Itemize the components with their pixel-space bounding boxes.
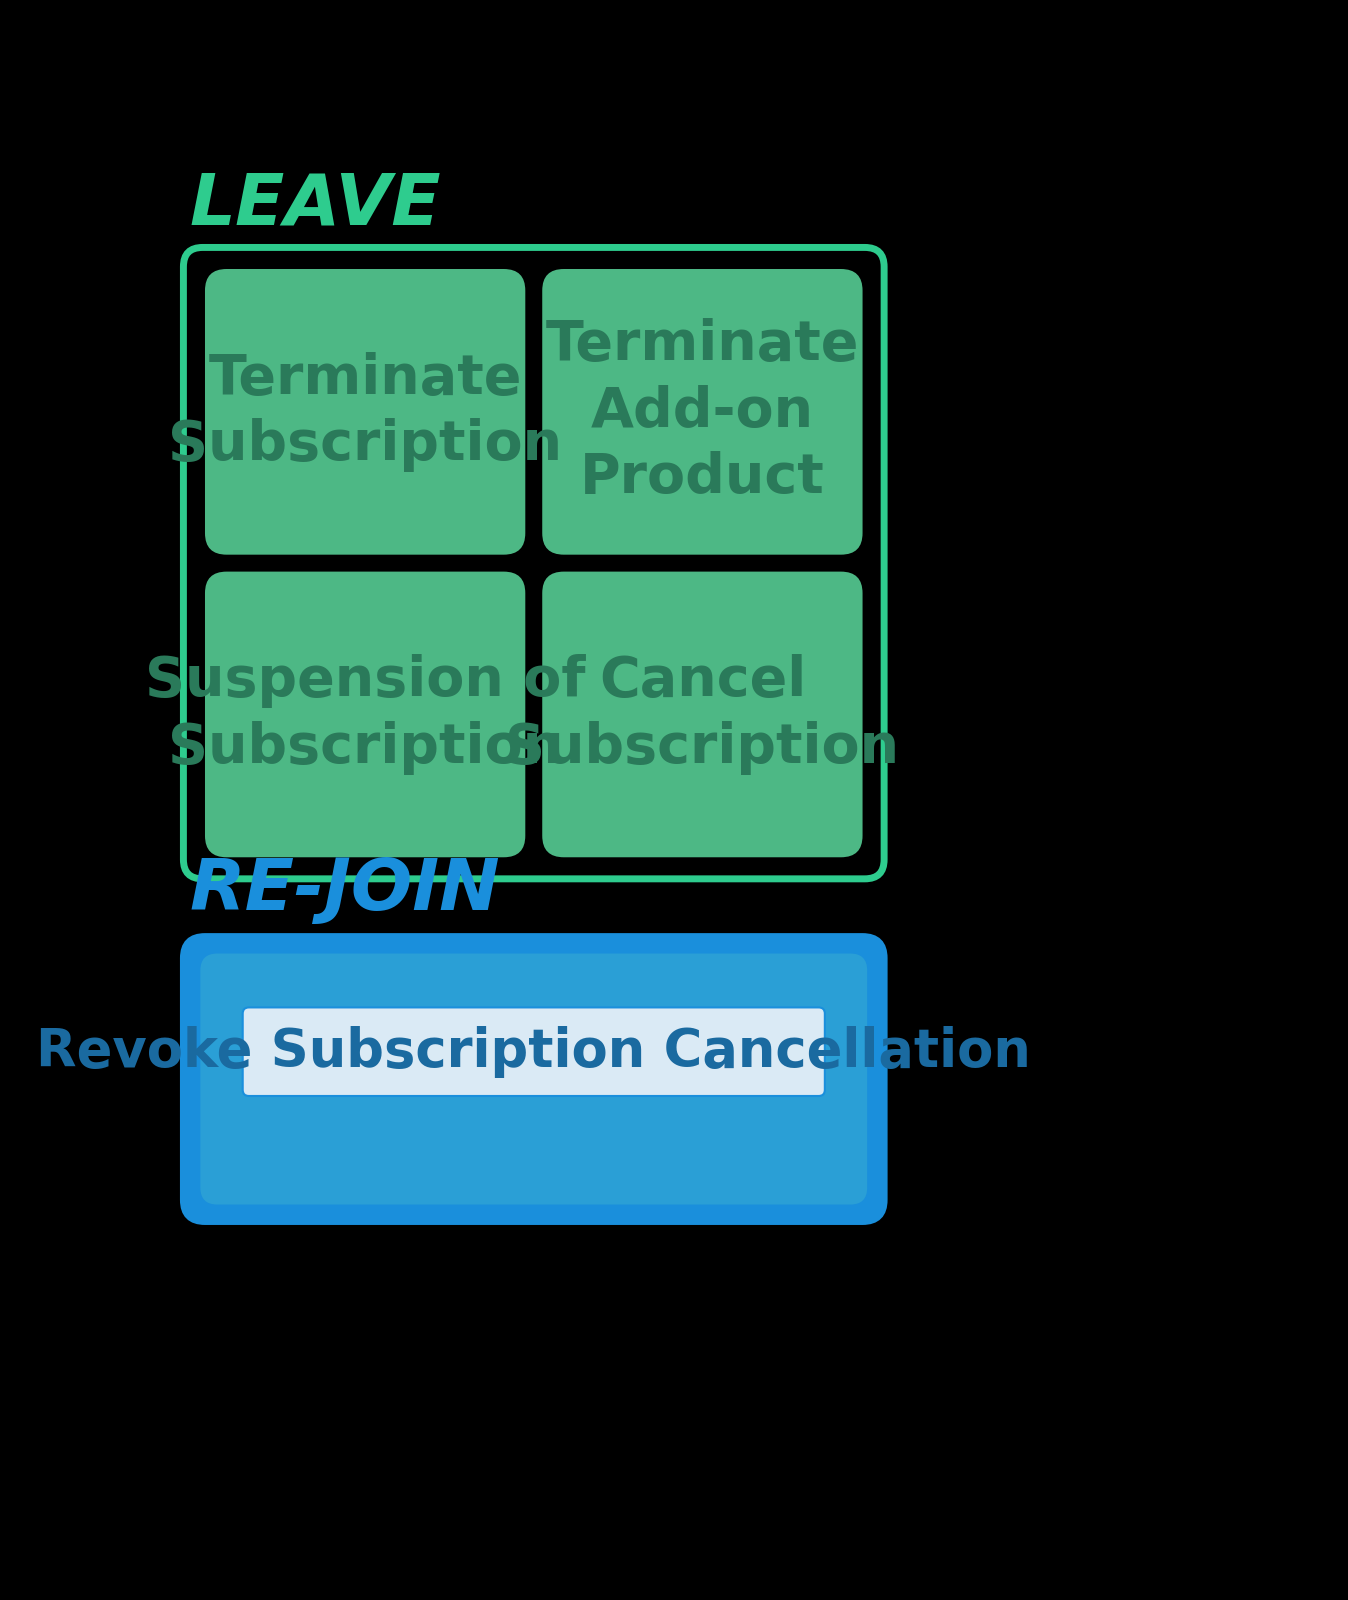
FancyBboxPatch shape — [183, 936, 884, 1221]
FancyBboxPatch shape — [542, 269, 863, 555]
Text: Cancel
Subscription: Cancel Subscription — [506, 654, 899, 774]
Text: Terminate
Add-on
Product: Terminate Add-on Product — [546, 318, 859, 506]
FancyBboxPatch shape — [205, 571, 526, 858]
FancyBboxPatch shape — [243, 1008, 825, 1096]
FancyBboxPatch shape — [205, 269, 526, 555]
FancyBboxPatch shape — [201, 954, 867, 1205]
Text: LEAVE: LEAVE — [190, 171, 441, 240]
Text: Suspension of
Subscription: Suspension of Subscription — [144, 654, 585, 774]
Text: Revoke Subscription Cancellation: Revoke Subscription Cancellation — [36, 1026, 1031, 1078]
Text: RE-JOIN: RE-JOIN — [190, 856, 500, 925]
FancyBboxPatch shape — [183, 248, 884, 878]
FancyBboxPatch shape — [542, 571, 863, 858]
Text: Terminate
Subscription: Terminate Subscription — [168, 352, 562, 472]
